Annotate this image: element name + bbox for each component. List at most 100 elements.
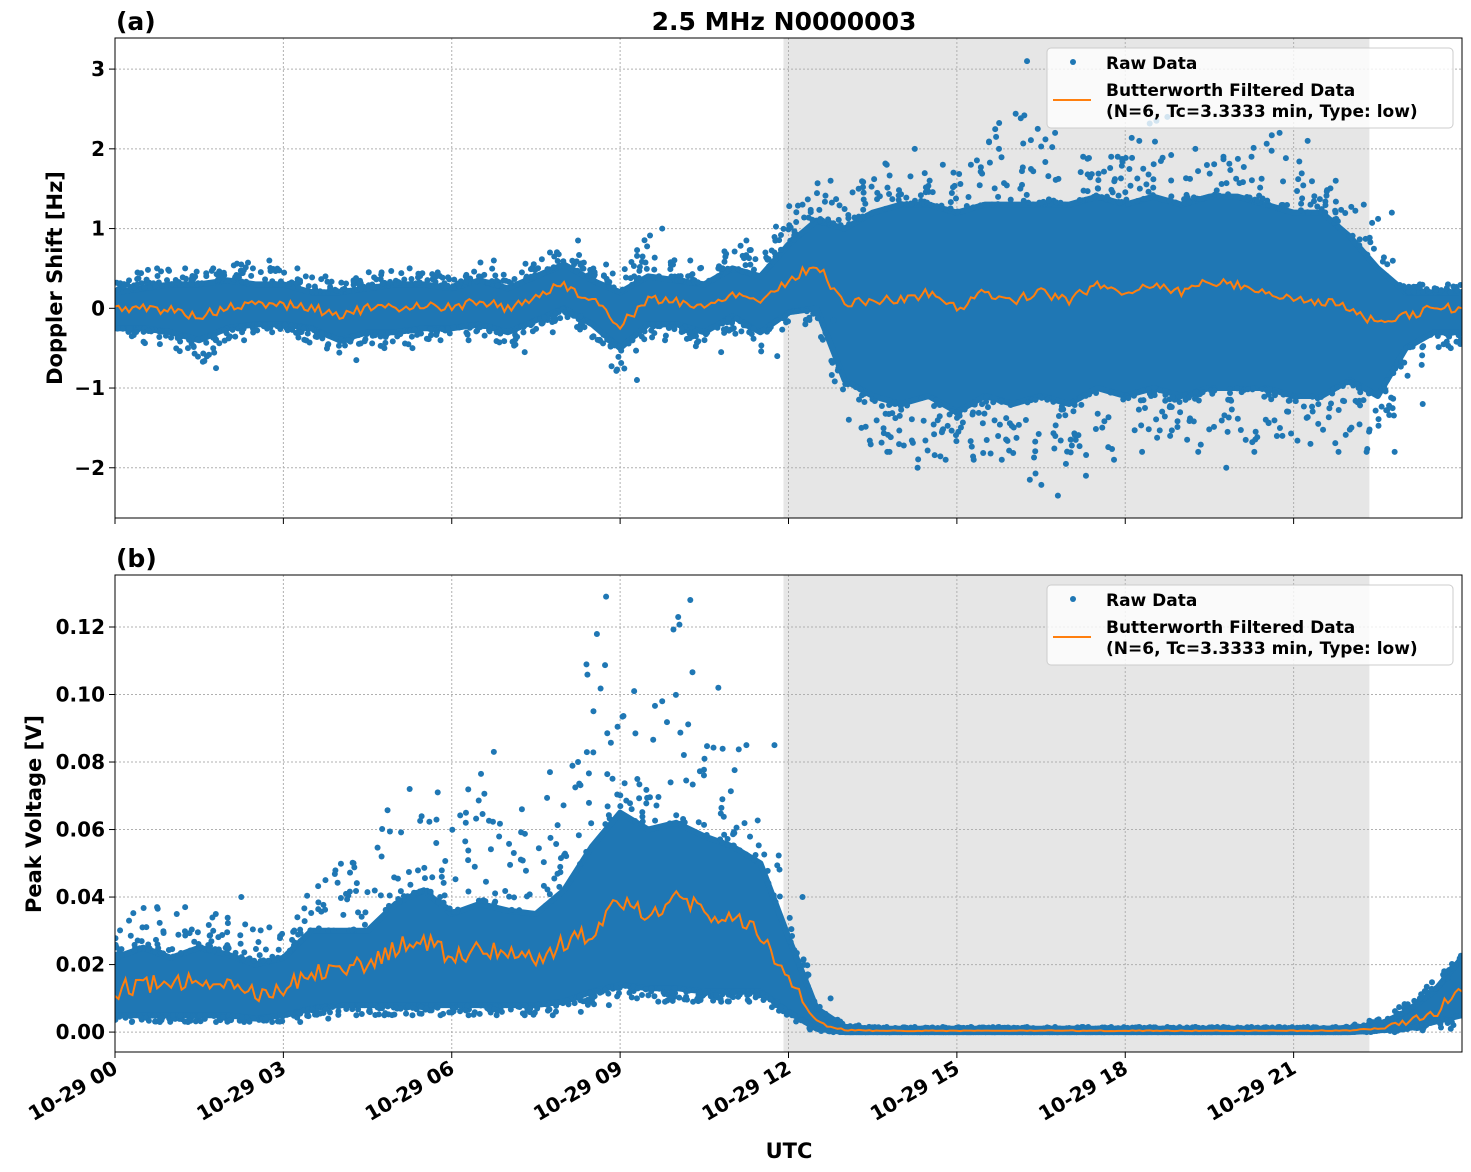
raw-data-point [1256, 192, 1263, 199]
raw-data-point [933, 397, 940, 404]
raw-data-point [948, 189, 955, 196]
raw-data-point [1300, 182, 1307, 189]
raw-data-point [1082, 472, 1089, 479]
raw-data-point [486, 327, 493, 334]
raw-data-point [1348, 1024, 1355, 1031]
raw-data-point [1128, 134, 1135, 141]
raw-data-point [173, 345, 180, 352]
raw-data-point [301, 918, 308, 925]
raw-data-point [154, 272, 161, 279]
raw-data-point [538, 256, 545, 263]
raw-data-point [564, 997, 571, 1004]
raw-data-point [1220, 1024, 1227, 1031]
raw-data-point [920, 417, 927, 424]
raw-data-point [762, 249, 769, 256]
raw-data-point [238, 278, 245, 285]
raw-data-point [1206, 170, 1213, 177]
raw-data-point [1101, 418, 1108, 425]
raw-data-point [1418, 361, 1425, 368]
raw-data-point [312, 333, 319, 340]
raw-data-point [1254, 197, 1261, 204]
raw-data-point [1246, 194, 1253, 201]
raw-data-point [205, 351, 212, 358]
raw-data-point [1145, 188, 1152, 195]
raw-data-point [546, 249, 553, 256]
raw-data-point [701, 755, 708, 762]
raw-data-point [634, 775, 641, 782]
raw-data-point [1211, 423, 1218, 430]
raw-data-point [1050, 398, 1057, 405]
raw-data-point [1438, 287, 1445, 294]
raw-data-point [1108, 153, 1115, 160]
raw-data-point [1218, 417, 1225, 424]
raw-data-point [169, 1012, 176, 1019]
raw-data-point [1366, 1017, 1373, 1024]
raw-data-point [622, 982, 629, 989]
raw-data-point [511, 342, 518, 349]
raw-data-point [542, 902, 549, 909]
raw-data-point [583, 749, 590, 756]
raw-data-point [182, 932, 189, 939]
raw-data-point [435, 899, 442, 906]
y-tick-label: −2 [74, 456, 105, 480]
raw-data-point [548, 897, 555, 904]
raw-data-point [724, 265, 731, 272]
raw-data-point [1280, 178, 1287, 185]
raw-data-point [701, 337, 708, 344]
raw-data-point [1072, 436, 1079, 443]
raw-data-point [931, 452, 938, 459]
raw-data-point [1083, 451, 1090, 458]
raw-data-point [993, 133, 1000, 140]
raw-data-point [1265, 391, 1272, 398]
raw-data-point [546, 1006, 553, 1013]
raw-data-point [411, 889, 418, 896]
raw-data-point [671, 985, 678, 992]
raw-data-point [1382, 388, 1389, 395]
raw-data-point [933, 203, 940, 210]
raw-data-point [1080, 1024, 1087, 1031]
raw-data-point [421, 864, 428, 871]
raw-data-point [917, 192, 924, 199]
raw-data-point [1435, 344, 1442, 351]
raw-data-point [362, 336, 369, 343]
raw-data-point [224, 943, 231, 950]
raw-data-point [255, 939, 262, 946]
raw-data-point [1391, 1029, 1398, 1036]
raw-data-point [335, 1011, 342, 1018]
raw-data-point [990, 399, 997, 406]
raw-data-point [1363, 1029, 1370, 1036]
x-axis-label: UTC [766, 1139, 813, 1163]
raw-data-point [733, 315, 740, 322]
raw-data-point [520, 329, 527, 336]
raw-data-point [1458, 329, 1462, 336]
raw-data-point [1030, 201, 1037, 208]
raw-data-point [886, 172, 893, 179]
raw-data-point [607, 343, 614, 350]
raw-data-point [939, 161, 946, 168]
raw-data-point [522, 867, 529, 874]
raw-data-point [555, 251, 562, 258]
raw-data-point [694, 279, 701, 286]
raw-data-point [330, 927, 337, 934]
raw-data-point [830, 220, 837, 227]
raw-data-point [1031, 454, 1038, 461]
raw-data-point [465, 888, 472, 895]
raw-data-point [1038, 394, 1045, 401]
raw-data-point [1026, 476, 1033, 483]
raw-data-point [559, 1000, 566, 1007]
raw-data-point [1384, 261, 1391, 268]
raw-data-point [590, 1001, 597, 1008]
raw-data-point [389, 338, 396, 345]
raw-data-point [1305, 209, 1312, 216]
raw-data-point [606, 815, 613, 822]
raw-data-point [889, 196, 896, 203]
x-tick-label: 10-29 09 [529, 1056, 627, 1126]
raw-data-point [277, 278, 284, 285]
raw-data-point [651, 330, 658, 337]
raw-data-point [434, 283, 441, 290]
raw-data-point [816, 206, 823, 213]
raw-data-point [652, 817, 659, 824]
raw-data-point [325, 341, 332, 348]
raw-data-point [400, 280, 407, 287]
raw-data-point [119, 325, 126, 332]
